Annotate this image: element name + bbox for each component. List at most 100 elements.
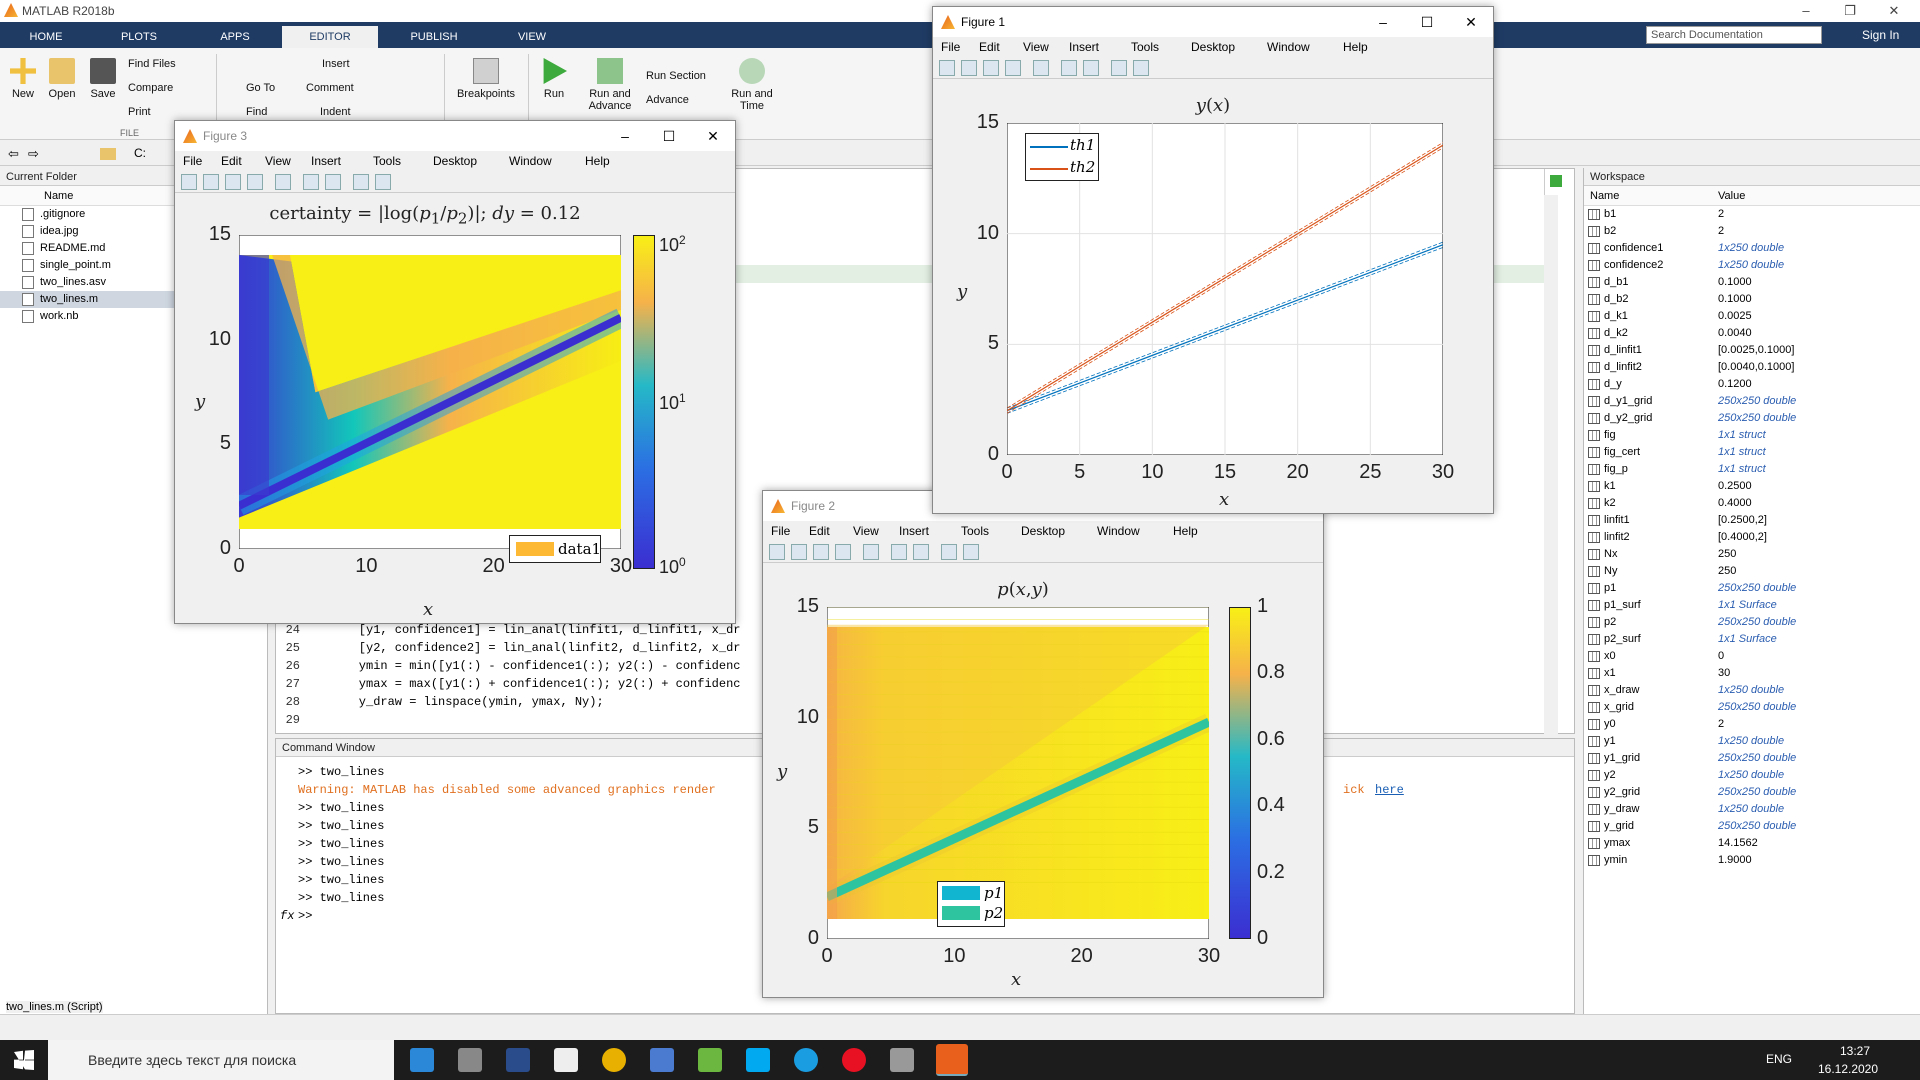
workspace-value-col[interactable]: Value bbox=[1718, 190, 1746, 202]
breakpoints-button[interactable]: Breakpoints bbox=[452, 58, 520, 100]
workspace-variable[interactable]: linfit1 [0.2500,2] bbox=[1584, 512, 1920, 529]
sign-in-link[interactable]: Sign In bbox=[1862, 28, 1900, 42]
toolbar-tool-icon[interactable] bbox=[375, 174, 391, 190]
toolbar-tool-icon[interactable] bbox=[939, 60, 955, 76]
open-button[interactable]: Open bbox=[44, 58, 80, 100]
figure-3-window[interactable]: Figure 3 – ☐ ✕ File Edit View Insert Tools Desk… bbox=[174, 120, 736, 624]
toolbar-tool-icon[interactable] bbox=[835, 544, 851, 560]
code-line[interactable]: 26 ymin = min([y1(:) - confidence1(:); y… bbox=[276, 657, 741, 675]
toolbar-tool-icon[interactable] bbox=[1033, 60, 1049, 76]
workspace-variable[interactable]: d_y1_grid 250x250 double bbox=[1584, 393, 1920, 410]
go-to-button[interactable]: Go To bbox=[246, 82, 276, 94]
edge-icon[interactable] bbox=[794, 1048, 818, 1072]
toolbar-tool-icon[interactable] bbox=[1083, 60, 1099, 76]
chart-1-legend[interactable]: th1 th2 bbox=[1025, 133, 1099, 181]
save-button[interactable]: Save bbox=[86, 58, 120, 100]
toolbar-tool-icon[interactable] bbox=[863, 544, 879, 560]
workspace-variable[interactable]: d_y 0.1200 bbox=[1584, 376, 1920, 393]
code-line[interactable]: 25 [y2, confidence2] = lin_anal(linfit2,… bbox=[276, 639, 741, 657]
run-section-button[interactable]: Run Section bbox=[646, 70, 706, 82]
toolbar-tool-icon[interactable] bbox=[181, 174, 197, 190]
chrome-icon[interactable] bbox=[602, 1048, 626, 1072]
toolbar-tool-icon[interactable] bbox=[983, 60, 999, 76]
workspace-variable[interactable]: confidence1 1x250 double bbox=[1584, 240, 1920, 257]
find-button[interactable]: Find bbox=[246, 106, 268, 118]
toolbar-tool-icon[interactable] bbox=[769, 544, 785, 560]
clock-date[interactable]: 16.12.2020 bbox=[1817, 1062, 1879, 1076]
workspace-name-col[interactable]: Name bbox=[1590, 190, 1620, 202]
menu-insert[interactable]: Insert bbox=[311, 154, 342, 168]
menu-desktop[interactable]: Desktop bbox=[1191, 40, 1236, 54]
menu-file[interactable]: File bbox=[941, 40, 961, 54]
menu-help[interactable]: Help bbox=[585, 154, 610, 168]
menu-window[interactable]: Window bbox=[509, 154, 552, 168]
app-icon[interactable] bbox=[650, 1048, 674, 1072]
toolbar-tool-icon[interactable] bbox=[225, 174, 241, 190]
figure-maximize-button[interactable]: ☐ bbox=[1420, 14, 1434, 30]
toolbar-tool-icon[interactable] bbox=[1061, 60, 1077, 76]
toolbar-tool-icon[interactable] bbox=[963, 544, 979, 560]
command-prompt[interactable]: >> bbox=[298, 909, 313, 923]
explorer-icon[interactable] bbox=[458, 1048, 482, 1072]
toolbar-tool-icon[interactable] bbox=[813, 544, 829, 560]
figure-minimize-button[interactable]: – bbox=[1379, 14, 1387, 30]
comment-button[interactable]: Comment bbox=[306, 82, 354, 94]
toolbar-tool-icon[interactable] bbox=[325, 174, 341, 190]
editor-scrollbar[interactable] bbox=[1544, 195, 1558, 735]
tab-publish[interactable]: PUBLISH bbox=[410, 31, 458, 43]
print-button[interactable]: Print bbox=[128, 106, 151, 118]
opera-icon[interactable] bbox=[842, 1048, 866, 1072]
workspace-variable[interactable]: y_draw 1x250 double bbox=[1584, 801, 1920, 818]
menu-tools[interactable]: Tools bbox=[961, 524, 990, 538]
matlab-taskbar-icon[interactable] bbox=[936, 1044, 968, 1076]
toolbar-tool-icon[interactable] bbox=[913, 544, 929, 560]
figure-close-button[interactable]: ✕ bbox=[1465, 14, 1477, 30]
taskview-icon[interactable] bbox=[410, 1048, 434, 1072]
workspace-variable[interactable]: p2_surf 1x1 Surface bbox=[1584, 631, 1920, 648]
workspace-variable[interactable]: x0 0 bbox=[1584, 648, 1920, 665]
toolbar-tool-icon[interactable] bbox=[203, 174, 219, 190]
figure-1-window[interactable]: Figure 1 – ☐ ✕ File Edit View Insert Tools Desk… bbox=[932, 6, 1494, 514]
workspace-variable[interactable]: x_grid 250x250 double bbox=[1584, 699, 1920, 716]
menu-insert[interactable]: Insert bbox=[899, 524, 930, 538]
indent-button[interactable]: Indent bbox=[320, 106, 351, 118]
menu-window[interactable]: Window bbox=[1267, 40, 1310, 54]
menu-insert[interactable]: Insert bbox=[1069, 40, 1100, 54]
file-item[interactable]: two_lines.asv bbox=[0, 274, 267, 291]
workspace-variable[interactable]: y0 2 bbox=[1584, 716, 1920, 733]
workspace-variable[interactable]: fig 1x1 struct bbox=[1584, 427, 1920, 444]
workspace-variable[interactable]: d_linfit2 [0.0040,0.1000] bbox=[1584, 359, 1920, 376]
toolbar-tool-icon[interactable] bbox=[941, 544, 957, 560]
menu-edit[interactable]: Edit bbox=[979, 40, 1000, 54]
workspace-variable[interactable]: b2 2 bbox=[1584, 223, 1920, 240]
figure-2-window[interactable]: Figure 2 File Edit View Insert Tools Desktop W… bbox=[762, 490, 1324, 998]
skype-icon[interactable] bbox=[746, 1048, 770, 1072]
menu-edit[interactable]: Edit bbox=[809, 524, 830, 538]
toolbar-tool-icon[interactable] bbox=[353, 174, 369, 190]
file-item[interactable]: idea.jpg bbox=[0, 223, 267, 240]
insert-button[interactable]: Insert bbox=[322, 58, 350, 70]
workspace-variable[interactable]: p2 250x250 double bbox=[1584, 614, 1920, 631]
menu-view[interactable]: View bbox=[265, 154, 291, 168]
clock-time[interactable]: 13:27 bbox=[1839, 1044, 1871, 1058]
menu-help[interactable]: Help bbox=[1173, 524, 1198, 538]
toolbar-tool-icon[interactable] bbox=[1133, 60, 1149, 76]
toolbar-tool-icon[interactable] bbox=[961, 60, 977, 76]
new-button[interactable]: New bbox=[6, 58, 40, 100]
toolbar-tool-icon[interactable] bbox=[247, 174, 263, 190]
workspace-variable[interactable]: ymax 14.1562 bbox=[1584, 835, 1920, 852]
notepad-icon[interactable] bbox=[698, 1048, 722, 1072]
tab-plots[interactable]: PLOTS bbox=[120, 31, 158, 43]
workspace-variable[interactable]: y2_grid 250x250 double bbox=[1584, 784, 1920, 801]
file-item[interactable]: work.nb bbox=[0, 308, 267, 325]
tab-editor[interactable]: EDITOR bbox=[282, 26, 378, 48]
menu-help[interactable]: Help bbox=[1343, 40, 1368, 54]
figure-maximize-button[interactable]: ☐ bbox=[662, 128, 676, 144]
workspace-variable[interactable]: p1_surf 1x1 Surface bbox=[1584, 597, 1920, 614]
workspace-variable[interactable]: Nx 250 bbox=[1584, 546, 1920, 563]
toolbar-tool-icon[interactable] bbox=[1111, 60, 1127, 76]
toolbar-tool-icon[interactable] bbox=[275, 174, 291, 190]
code-line[interactable]: 28 y_draw = linspace(ymin, ymax, Ny); bbox=[276, 693, 604, 711]
workspace-variable[interactable]: p1 250x250 double bbox=[1584, 580, 1920, 597]
workspace-variable[interactable]: y2 1x250 double bbox=[1584, 767, 1920, 784]
